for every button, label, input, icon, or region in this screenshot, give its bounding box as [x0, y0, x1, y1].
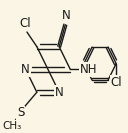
- Text: Cl: Cl: [20, 17, 31, 30]
- Text: N: N: [21, 63, 30, 76]
- Text: N: N: [62, 9, 71, 22]
- Text: CH₃: CH₃: [2, 121, 22, 131]
- Text: N: N: [55, 86, 63, 99]
- Text: NH: NH: [79, 63, 97, 76]
- Text: Cl: Cl: [110, 76, 122, 89]
- Text: S: S: [17, 106, 24, 119]
